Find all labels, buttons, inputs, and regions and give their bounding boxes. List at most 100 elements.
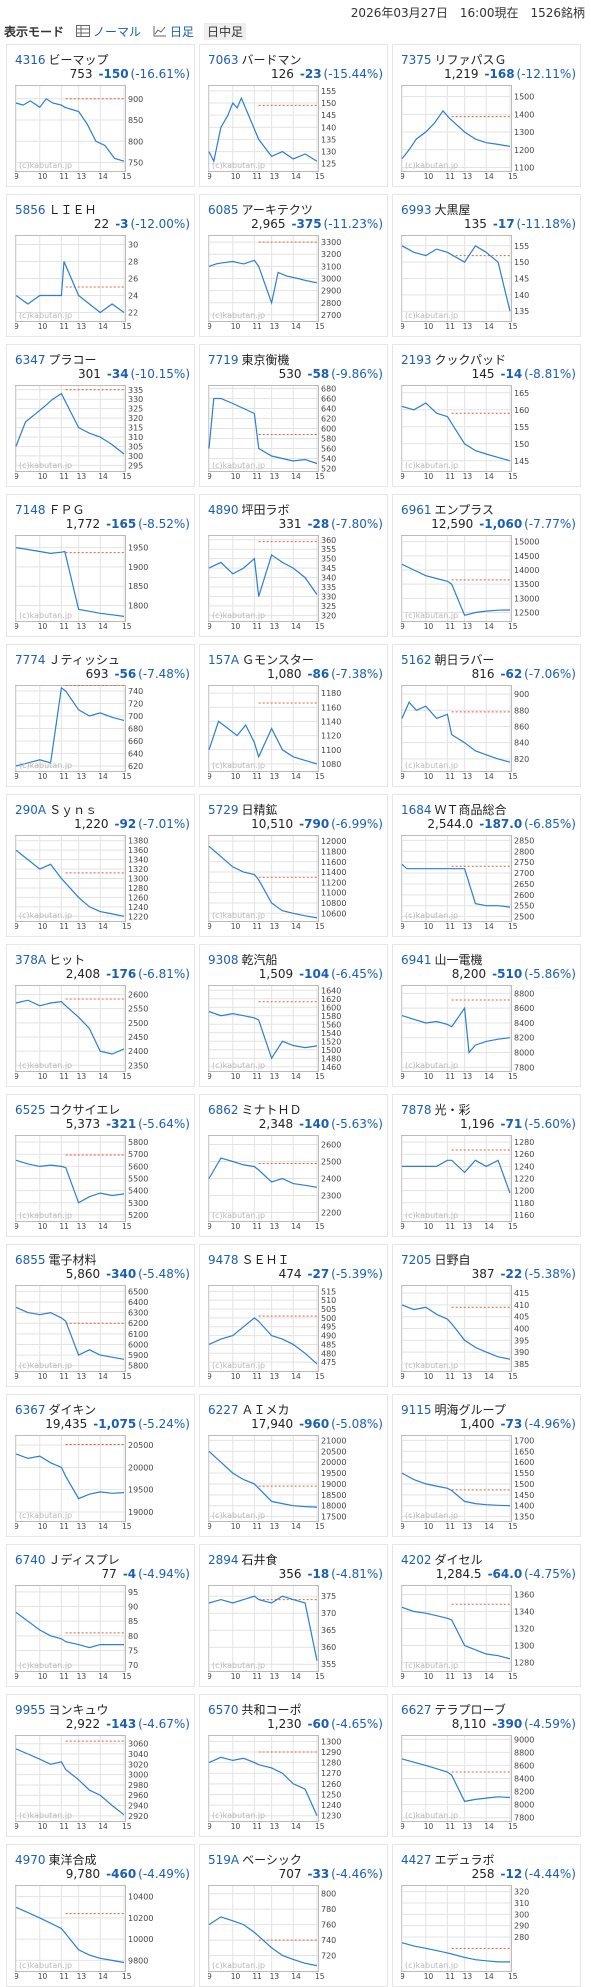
stock-header[interactable]: 6941 山一電機 — [401, 951, 483, 968]
stock-name[interactable]: ＬＩＥＨ — [48, 203, 97, 217]
stock-name[interactable]: 石井食 — [241, 1553, 278, 1567]
stock-header[interactable]: 6085 アーキテクツ — [208, 201, 313, 218]
stock-card[interactable]: 2894 石井食 356 -18 (-4.81%) 375 370 365 360 355 9 10 1… — [199, 1544, 388, 1687]
intraday-chart[interactable]: 95 90 85 80 75 70 9 10 11 13 14 15 (c)kabutan.jp — [15, 1585, 179, 1679]
stock-header[interactable]: 4890 坪田ラボ — [208, 501, 290, 518]
stock-card[interactable]: 9955 ヨンキュウ 2,922 -143 (-4.67%) 3060 3040 3020 30… — [6, 1694, 195, 1837]
intraday-chart[interactable]: 1360 1340 1320 1300 1280 9 10 11 13 14 15 (c)kabuta… — [401, 1585, 565, 1679]
stock-header[interactable]: 6740 Ｊディスプレ — [15, 1551, 120, 1568]
stock-code[interactable]: 1684 — [401, 803, 432, 817]
stock-name[interactable]: Ｊティッシュ — [48, 653, 120, 667]
stock-card[interactable]: 6862 ミナトＨＤ 2,348 -140 (-5.63%) 2600 2500 2400 23… — [199, 1094, 388, 1237]
stock-name[interactable]: エデュラボ — [434, 1853, 495, 1867]
stock-card[interactable]: 9478 ＳＥＨＩ 474 -27 (-5.39%) 515 510 505 500 495 490… — [199, 1244, 388, 1387]
stock-card[interactable]: 378A ヒット 2,408 -176 (-6.81%) 2600 2550 2500 2450… — [6, 944, 195, 1087]
stock-code[interactable]: 290A — [15, 803, 47, 817]
stock-card[interactable]: 7148 ＦＰＧ 1,772 -165 (-8.52%) 1950 1900 1850 1800… — [6, 494, 195, 637]
stock-header[interactable]: 6367 ダイキン — [15, 1401, 96, 1418]
stock-code[interactable]: 9955 — [15, 1703, 46, 1717]
stock-name[interactable]: ダイセル — [434, 1553, 483, 1567]
intraday-chart[interactable]: 15000 14500 14000 13500 13000 12500 9 10 11 13 14 1… — [401, 535, 565, 629]
stock-code[interactable]: 6740 — [15, 1553, 46, 1567]
stock-name[interactable]: コクサイエレ — [48, 1103, 121, 1117]
stock-header[interactable]: 6855 電子材料 — [15, 1251, 97, 1268]
stock-name[interactable]: エンプラス — [434, 503, 494, 517]
stock-code[interactable]: 6227 — [208, 1403, 239, 1417]
stock-code[interactable]: 6525 — [15, 1103, 46, 1117]
stock-name[interactable]: 光・彩 — [434, 1103, 471, 1117]
stock-card[interactable]: 5856 ＬＩＥＨ 22 -3 (-12.00%) 30 28 26 24 22 9 10 11 13 14… — [6, 194, 195, 337]
stock-name[interactable]: テラプローブ — [434, 1703, 506, 1717]
stock-code[interactable]: 6941 — [401, 953, 432, 967]
stock-header[interactable]: 1684 ＷＴ商品総合 — [401, 801, 507, 818]
intraday-chart[interactable]: 1640162016001580156015401520150014801460… — [208, 985, 372, 1079]
stock-name[interactable]: ＡＩメカ — [241, 1403, 290, 1417]
stock-code[interactable]: 6862 — [208, 1103, 239, 1117]
intraday-chart[interactable]: 375 370 365 360 355 9 10 11 13 14 15 (c)kabutan.jp — [208, 1585, 372, 1679]
stock-header[interactable]: 6961 エンプラス — [401, 501, 494, 518]
stock-header[interactable]: 4316 ビーマップ — [15, 51, 109, 68]
stock-name[interactable]: プラコー — [48, 353, 97, 367]
stock-name[interactable]: 乾汽船 — [241, 953, 278, 967]
stock-card[interactable]: 6627 テラプローブ 8,110 -390 (-4.59%) 9000 8800 8600 8… — [392, 1694, 581, 1837]
stock-header[interactable]: 9115 明海グループ — [401, 1401, 506, 1418]
stock-card[interactable]: 290A Ｓｙｎｓ 1,220 -92 (-7.01%) 1380 1360 1340 1320… — [6, 794, 195, 937]
stock-code[interactable]: 7148 — [15, 503, 46, 517]
stock-header[interactable]: 7148 ＦＰＧ — [15, 501, 85, 518]
intraday-chart[interactable]: 2850 2800 2750 2700 2650 2600 2550 2500 9 10 11 13 1… — [401, 835, 565, 929]
stock-name[interactable]: リファパスＧ — [434, 53, 507, 67]
intraday-chart[interactable]: 20500 20000 19500 19000 9 10 11 13 14 15 (c)kabuta… — [15, 1435, 179, 1529]
stock-code[interactable]: 6570 — [208, 1703, 239, 1717]
stock-header[interactable]: 2894 石井食 — [208, 1551, 278, 1568]
stock-card[interactable]: 6227 ＡＩメカ 17,940 -960 (-5.08%) 21000 20500 2000… — [199, 1394, 388, 1537]
stock-name[interactable]: クックパッド — [434, 353, 506, 367]
stock-header[interactable]: 6570 共和コーポ — [208, 1701, 302, 1718]
stock-code[interactable]: 7878 — [401, 1103, 432, 1117]
intraday-chart[interactable]: 1180 1160 1140 1120 1100 1080 9 10 11 13 14 15 (c)ka… — [208, 685, 372, 779]
stock-code[interactable]: 6855 — [15, 1253, 46, 1267]
intraday-chart[interactable]: 740 720 700 680 660 640 620 9 10 11 13 14 15 (c)kabut… — [15, 685, 179, 779]
stock-name[interactable]: 山一電機 — [434, 953, 483, 967]
intraday-chart[interactable]: 415 410 405 400 395 390 385 9 10 11 13 14 15 (c)kabut… — [401, 1285, 565, 1379]
stock-code[interactable]: 157A — [208, 653, 240, 667]
stock-name[interactable]: ヨンキュウ — [48, 1703, 109, 1717]
stock-name[interactable]: 明海グループ — [434, 1403, 506, 1417]
stock-name[interactable]: Ｓｙｎｓ — [49, 803, 98, 817]
stock-card[interactable]: 9308 乾汽船 1,509 -104 (-6.45%) 1640 1620 1600 1580… — [199, 944, 388, 1087]
intraday-chart[interactable]: 1950 1900 1850 1800 9 10 11 13 14 15 (c)kabutan.jp — [15, 535, 179, 629]
stock-card[interactable]: 7375 リファパスＧ 1,219 -168 (-12.11%) 1500 1400 1300… — [392, 44, 581, 187]
stock-card[interactable]: 4890 坪田ラボ 331 -28 (-7.80%) 360 355 350 345 340 335… — [199, 494, 388, 637]
stock-header[interactable]: 6993 大黒屋 — [401, 201, 471, 218]
stock-code[interactable]: 4970 — [15, 1853, 46, 1867]
intraday-chart[interactable]: 10400 10200 10000 9800 9 10 11 13 14 15 (c)kabutan… — [15, 1885, 179, 1979]
stock-name[interactable]: 日精鉱 — [241, 803, 278, 817]
stock-header[interactable]: 9478 ＳＥＨＩ — [208, 1251, 290, 1268]
intraday-chart[interactable]: 1500 1400 1300 1200 1100 9 10 11 13 14 15 (c)kabuta… — [401, 85, 565, 179]
stock-card[interactable]: 6961 エンプラス 12,590 -1,060 (-7.77%) 15000 14500 1… — [392, 494, 581, 637]
stock-header[interactable]: 7205 日野自 — [401, 1251, 471, 1268]
stock-header[interactable]: 290A Ｓｙｎｓ — [15, 801, 97, 818]
stock-header[interactable]: 6525 コクサイエレ — [15, 1101, 120, 1118]
stock-card[interactable]: 519A ベーシック 707 -33 (-4.46%) 800 780 760 740 720 9 1… — [199, 1844, 388, 1987]
stock-code[interactable]: 4202 — [401, 1553, 432, 1567]
stock-header[interactable]: 5729 日精鉱 — [208, 801, 278, 818]
stock-header[interactable]: 7063 バードマン — [208, 51, 302, 68]
intraday-chart[interactable]: 155 150 145 140 135 130 125 9 10 11 13 14 15 (c)kabut… — [208, 85, 372, 179]
stock-card[interactable]: 6085 アーキテクツ 2,965 -375 (-11.23%) 3300 3200 3100… — [199, 194, 388, 337]
stock-name[interactable]: 朝日ラバー — [434, 653, 495, 667]
stock-code[interactable]: 7205 — [401, 1253, 432, 1267]
stock-name[interactable]: Ｇモンスター — [242, 653, 314, 667]
intraday-chart[interactable]: 9000 8800 8600 8400 8200 8000 7800 9 10 11 13 14 15 (… — [401, 1735, 565, 1829]
stock-header[interactable]: 6627 テラプローブ — [401, 1701, 506, 1718]
stock-name[interactable]: ミナトＨＤ — [241, 1103, 302, 1117]
stock-code[interactable]: 5729 — [208, 803, 239, 817]
stock-card[interactable]: 2193 クックパッド 145 -14 (-8.81%) 165 160 155 150 145 9… — [392, 344, 581, 487]
stock-header[interactable]: 6347 プラコー — [15, 351, 97, 368]
stock-code[interactable]: 4427 — [401, 1853, 432, 1867]
